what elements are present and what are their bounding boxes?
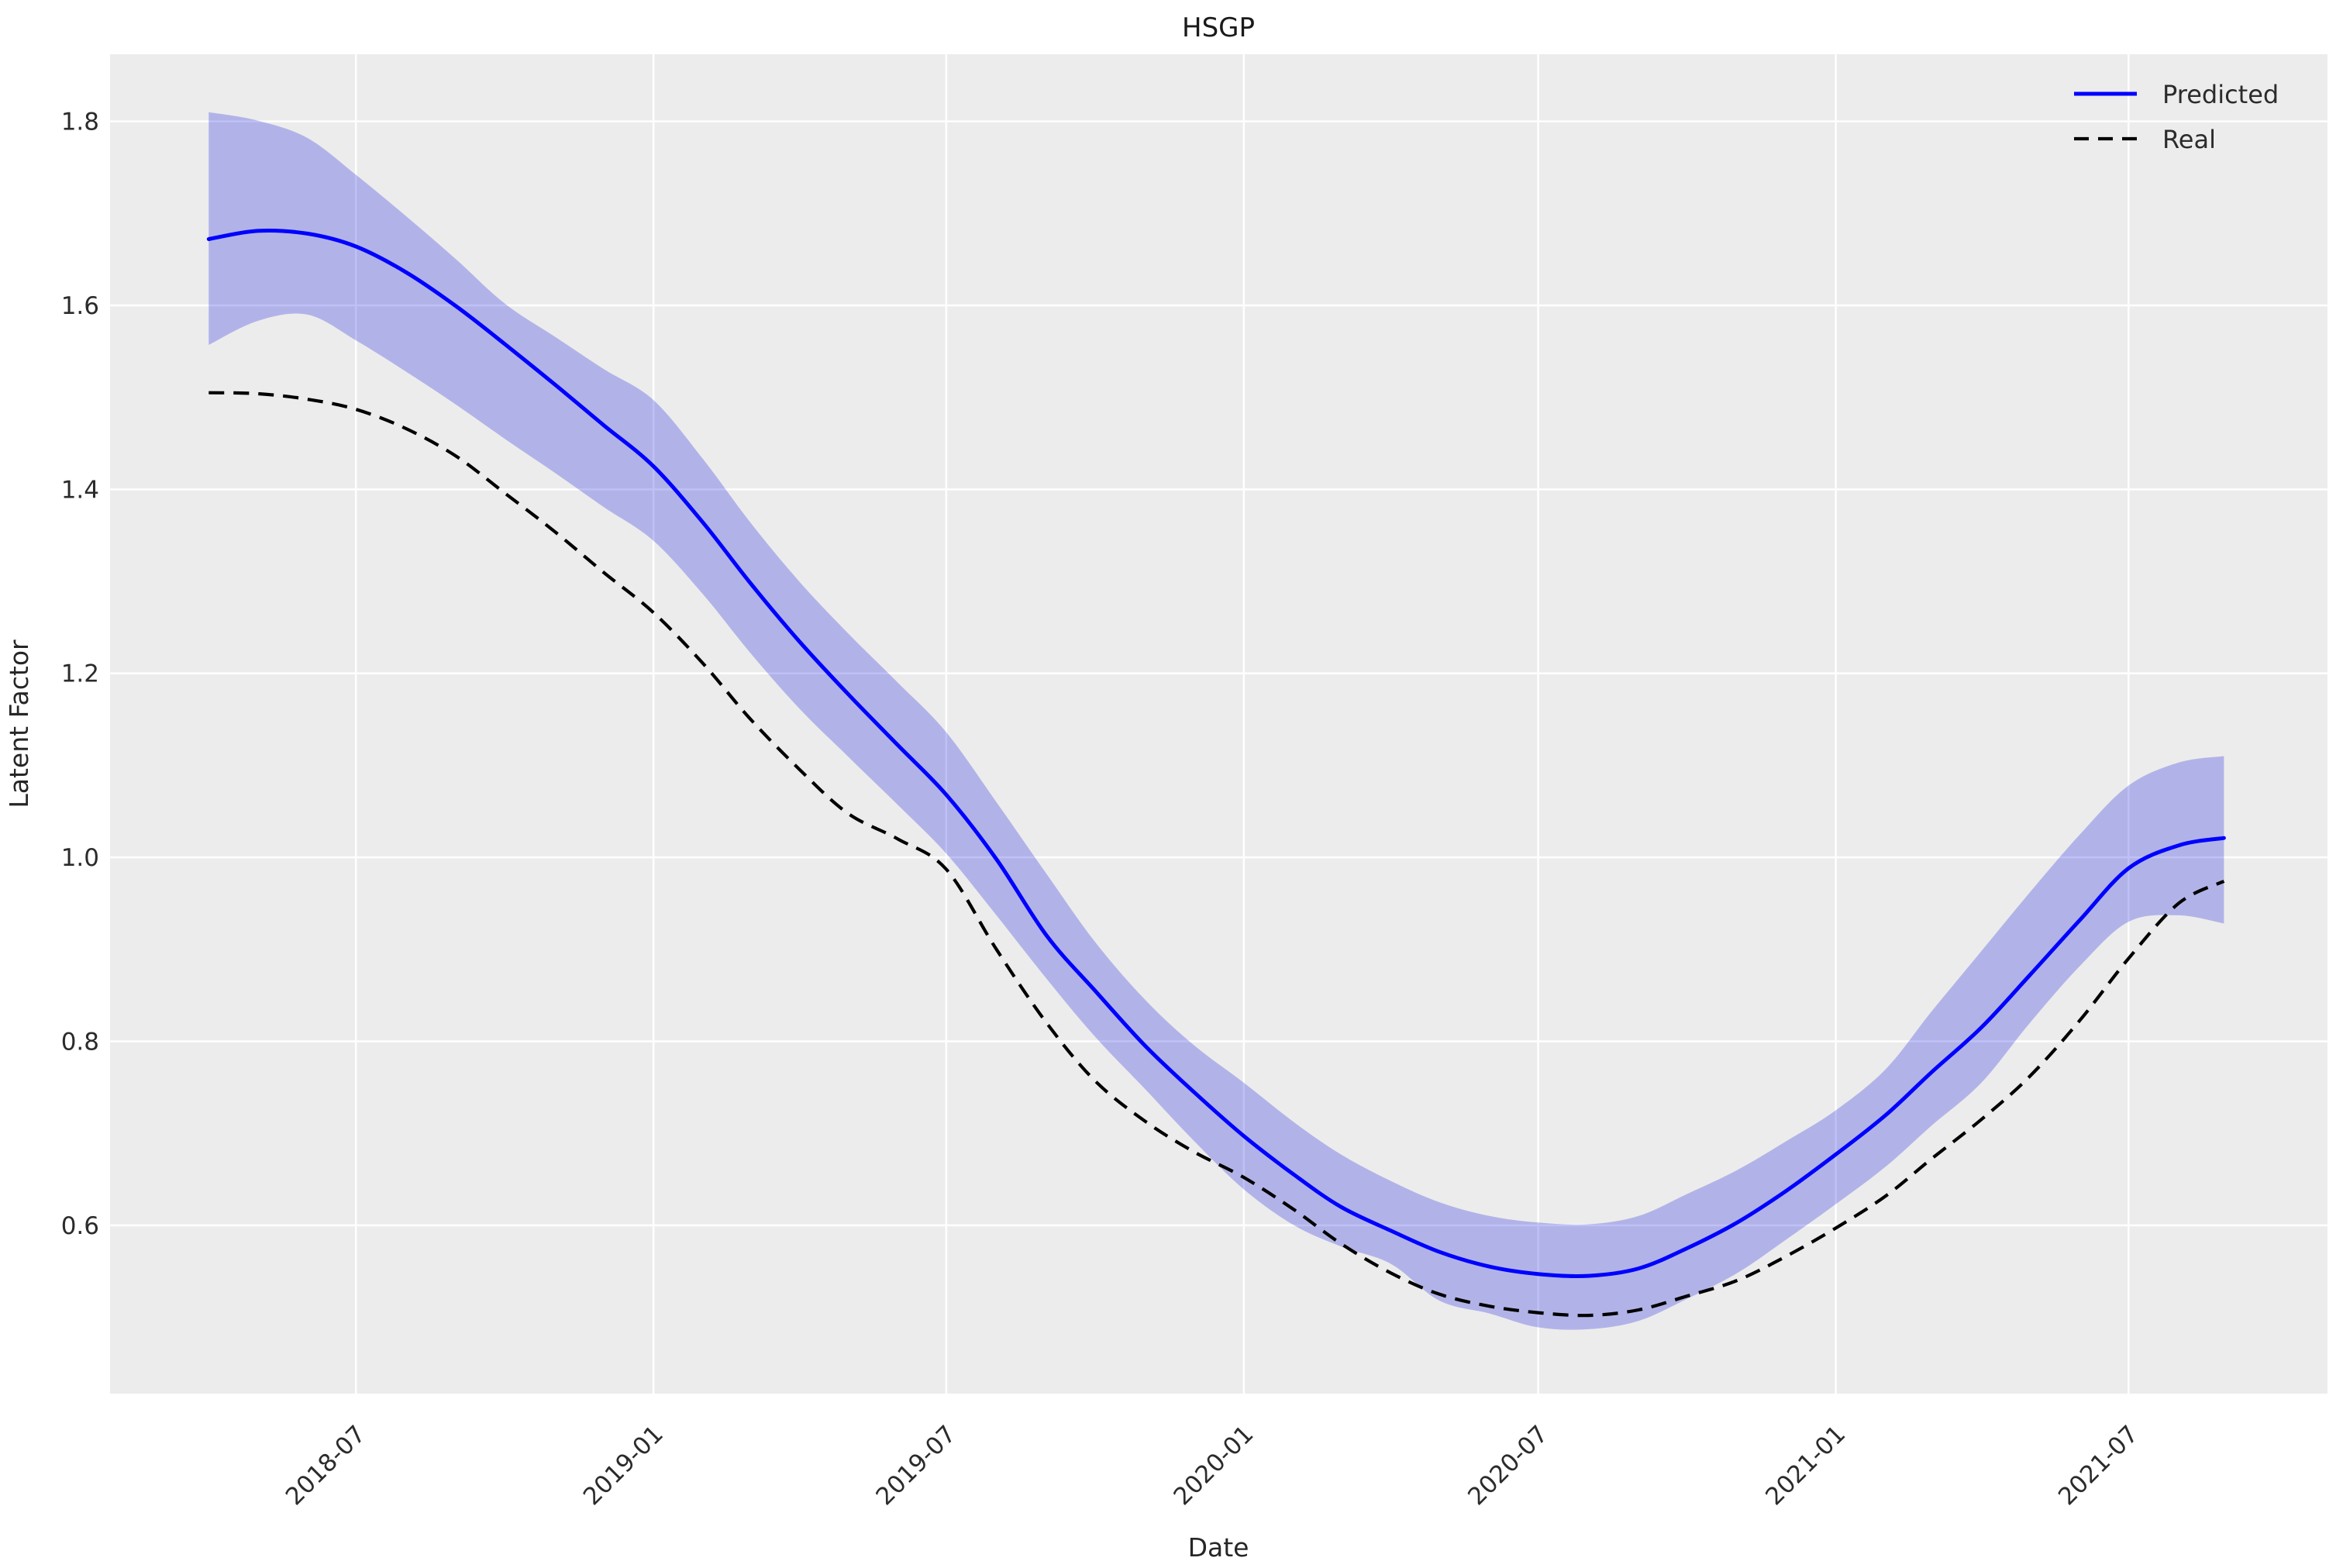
x-tick-label: 2021-07 (2053, 1420, 2144, 1511)
x-tick-label: 2020-07 (1463, 1420, 1553, 1511)
y-axis-tick-labels: 0.6 0.8 1.0 1.2 1.4 1.6 1.8 (61, 109, 99, 1240)
y-tick-label: 1.0 (61, 844, 99, 872)
x-axis-tick-labels: 2018-07 2019-01 2019-07 2020-01 2020-07 2021-… (281, 1420, 2144, 1511)
legend-real-label: Real (2162, 125, 2216, 154)
predicted-line (206, 228, 2226, 1279)
x-axis-label: Date (1188, 1532, 1249, 1563)
y-tick-label: 0.8 (61, 1028, 99, 1056)
legend-predicted-label: Predicted (2162, 80, 2279, 109)
y-tick-label: 1.4 (61, 476, 99, 504)
y-axis-label: Latent Factor (4, 639, 34, 808)
x-tick-label: 2020-01 (1168, 1420, 1259, 1511)
x-tick-label: 2018-07 (281, 1420, 371, 1511)
y-tick-label: 1.2 (61, 660, 99, 688)
x-tick-label: 2021-01 (1760, 1420, 1851, 1511)
plot-area (110, 54, 2327, 1394)
x-tick-label: 2019-01 (578, 1420, 669, 1511)
real-line (208, 391, 2225, 1318)
y-tick-label: 0.6 (61, 1212, 99, 1240)
legend: Predicted Real (2074, 80, 2279, 154)
chart-title: HSGP (1182, 12, 1255, 43)
y-tick-label: 1.8 (61, 109, 99, 136)
gridlines (110, 54, 2327, 1394)
predicted-confidence-band (208, 112, 2224, 1330)
y-tick-label: 1.6 (61, 292, 99, 320)
x-tick-label: 2019-07 (870, 1420, 961, 1511)
